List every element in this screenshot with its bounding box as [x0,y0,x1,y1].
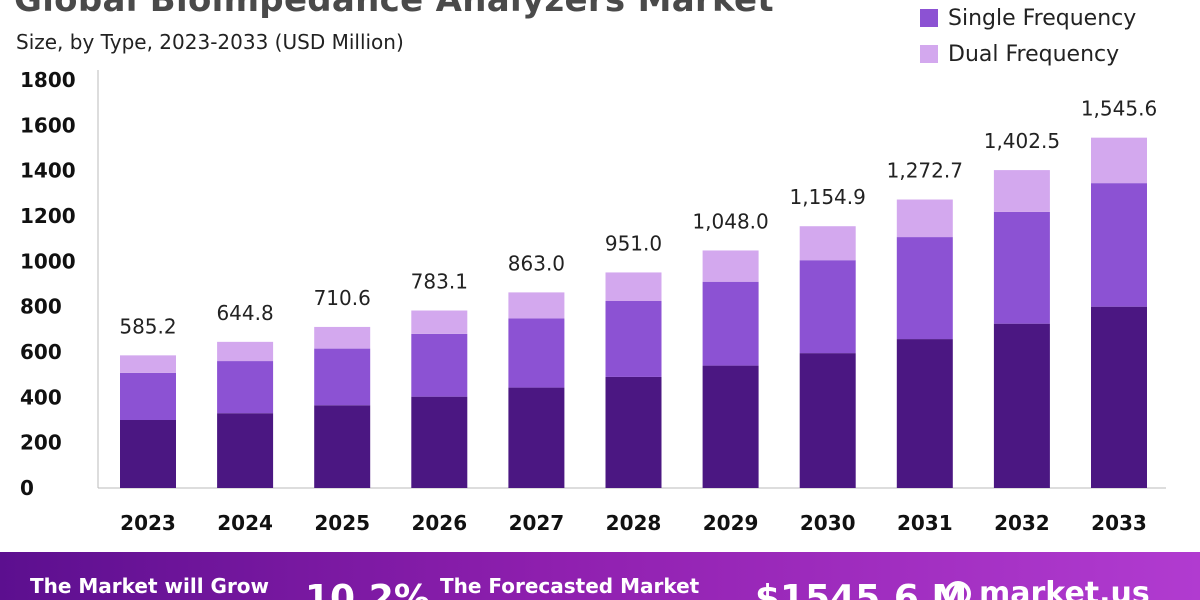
x-tick-label: 2033 [1091,511,1147,535]
bar-total-label: 783.1 [411,269,468,293]
legend-item-dual-frequency: Dual Frequency [920,36,1136,72]
bar-segment-single-frequency [217,361,274,414]
bar-segment-base [411,396,468,488]
y-tick-label: 600 [20,340,62,364]
bar-segment-dual-frequency [411,310,468,334]
bar-segment-dual-frequency [508,292,565,319]
bar-segment-base [1091,306,1147,488]
bar-segment-single-frequency [896,237,953,340]
stacked-bar-chart: 0 200 400 600 800 1000 1200 1400 1600 1800 585.2 20… [20,68,1166,535]
x-tick-label: 2029 [703,511,759,535]
legend-label-single-frequency: Single Frequency [948,5,1137,31]
bar-segment-base [605,376,662,488]
legend-swatch-single-frequency [920,9,938,27]
bar-total-label: 710.6 [314,286,371,310]
bar-total-label: 951.0 [605,231,662,255]
bar-total-label: 1,545.6 [1081,97,1157,121]
bar-segment-base [217,413,274,488]
footer-growth-value: 10.2% [305,578,430,600]
bar-segment-dual-frequency [120,355,176,373]
bar-total-label: 1,154.9 [790,185,866,209]
bar-segment-single-frequency [411,333,468,397]
footer-forecast-value: $1545.6 M [755,578,968,600]
chart-title: Global Bioimpedance Analyzers Market [14,0,774,20]
bar-segment-dual-frequency [993,170,1050,212]
y-tick-label: 1400 [20,159,76,183]
bar-segment-dual-frequency [217,341,274,362]
bar-total-label: 1,402.5 [984,129,1060,153]
chart-subtitle: Size, by Type, 2023-2033 (USD Million) [16,30,404,54]
bar-segment-base [508,387,565,488]
bar-segment-single-frequency [799,260,856,354]
bar-segment-dual-frequency [896,199,953,238]
logo-icon [945,580,971,600]
bar-total-label: 585.2 [119,314,176,338]
bar-segment-base [896,339,953,488]
x-tick-label: 2031 [897,511,953,535]
x-tick-label: 2026 [411,511,467,535]
x-tick-label: 2032 [994,511,1050,535]
x-tick-label: 2028 [606,511,662,535]
legend-item-single-frequency: Single Frequency [920,0,1136,36]
y-tick-label: 1800 [20,68,76,92]
legend-label-dual-frequency: Dual Frequency [948,41,1120,67]
bar-segment-base [993,323,1050,488]
bar-total-label: 644.8 [216,301,273,325]
legend-swatch-dual-frequency [920,45,938,63]
bar-segment-base [799,353,856,488]
bar-segment-dual-frequency [314,326,371,349]
x-tick-label: 2027 [509,511,565,535]
footer-growth-label: The Market will Grow [30,574,270,598]
footer-logo: market.us [945,576,1150,600]
bar-total-label: 1,048.0 [692,209,768,233]
bar-segment-single-frequency [1091,183,1147,307]
y-tick-label: 1000 [20,249,76,273]
bar-segment-single-frequency [993,211,1050,324]
bar-total-label: 863.0 [508,251,565,275]
y-tick-label: 0 [20,476,34,500]
bar-segment-base [314,405,371,488]
x-tick-label: 2030 [800,511,856,535]
x-tick-label: 2024 [217,511,273,535]
bar-segment-dual-frequency [702,250,759,282]
y-tick-label: 800 [20,295,62,319]
bar-segment-single-frequency [314,348,371,406]
footer-banner: The Market will Grow 10.2% The Forecaste… [0,552,1200,600]
y-tick-label: 1600 [20,113,76,137]
bar-segment-single-frequency [508,318,565,388]
bar-segment-single-frequency [702,281,759,366]
bar-total-label: 1,272.7 [887,159,963,183]
bar-segment-dual-frequency [1091,137,1147,184]
legend: Single Frequency Dual Frequency [920,0,1136,72]
y-tick-label: 1200 [20,204,76,228]
y-tick-label: 200 [20,431,62,455]
bar-segment-base [702,365,759,488]
y-tick-label: 400 [20,385,62,409]
bar-segment-dual-frequency [799,226,856,261]
x-tick-label: 2025 [314,511,370,535]
bar-segment-dual-frequency [605,272,662,301]
bar-segment-single-frequency [120,372,176,420]
logo-text: market.us [979,576,1150,600]
bar-segment-single-frequency [605,301,662,377]
bar-segment-base [120,420,176,488]
x-tick-label: 2023 [120,511,176,535]
footer-forecast-label: The Forecasted Market [440,574,700,598]
